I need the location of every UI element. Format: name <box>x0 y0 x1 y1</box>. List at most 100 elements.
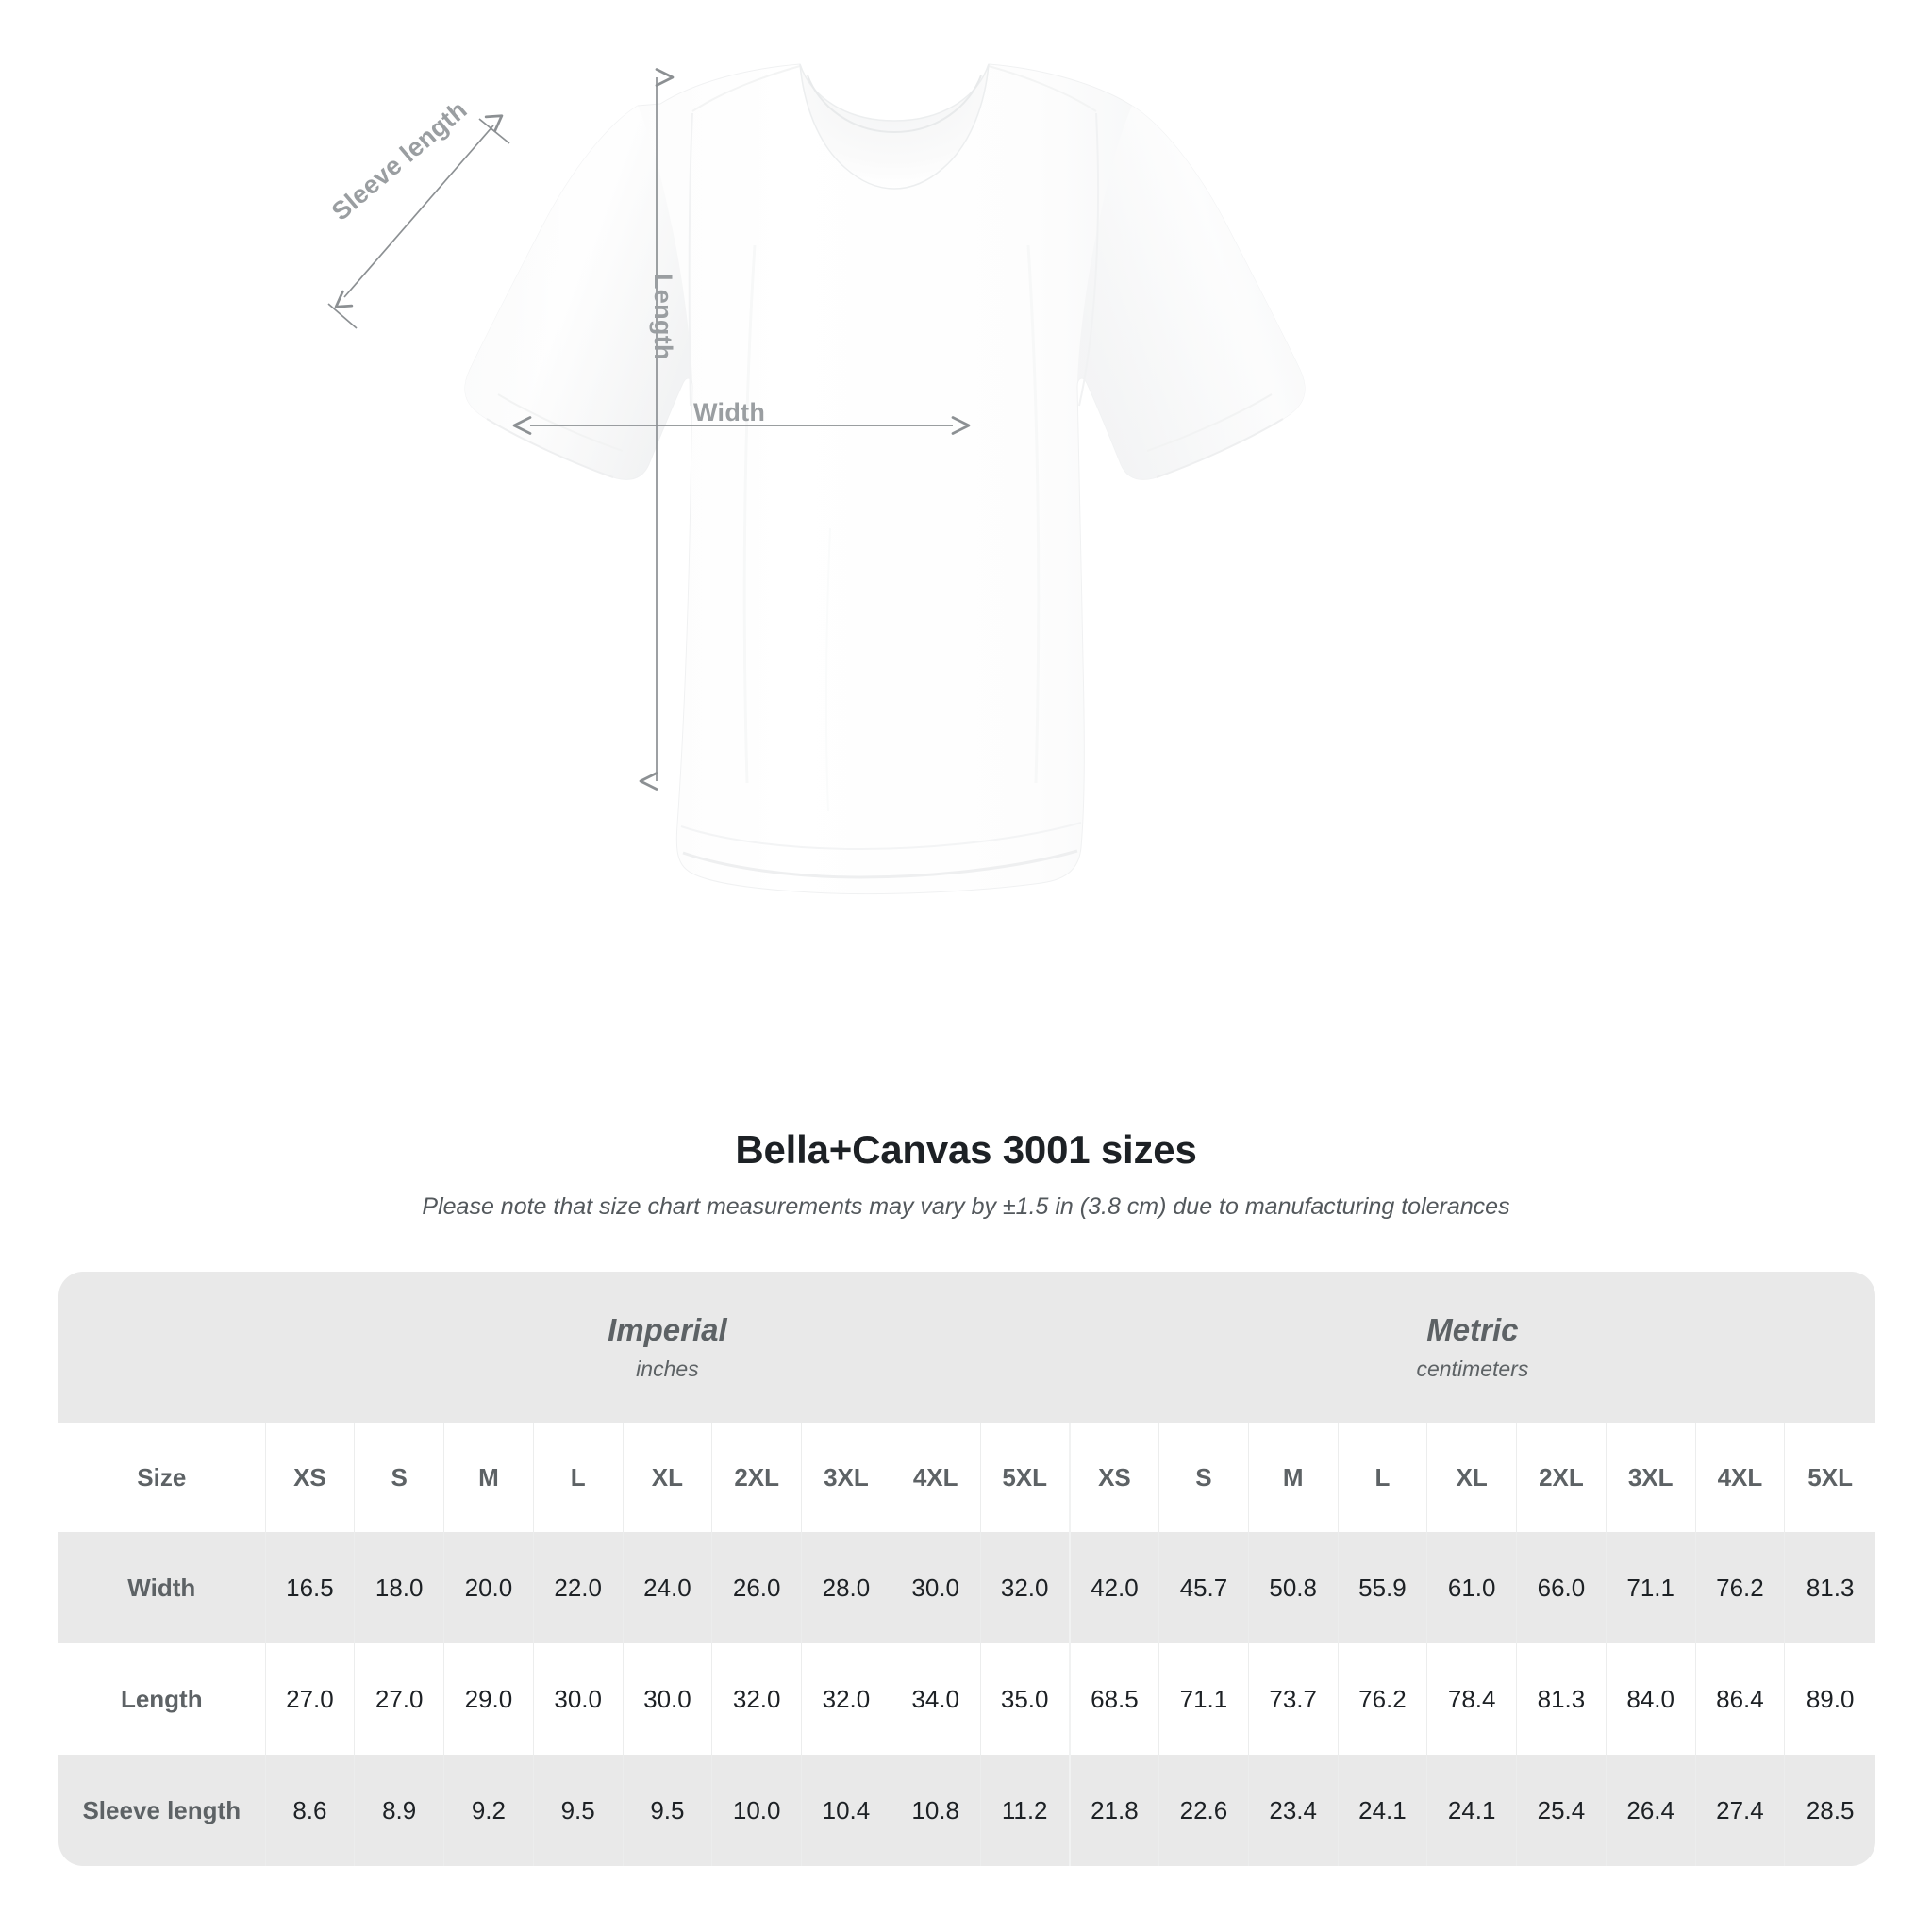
cell-width-imperial: 30.0 <box>890 1532 981 1643</box>
cell-length-imperial: 30.0 <box>622 1643 712 1755</box>
row-label-width: Width <box>58 1532 266 1643</box>
size-header-cell: XS <box>264 1423 355 1532</box>
cell-sleeve-imperial: 9.2 <box>443 1755 534 1866</box>
cell-width-metric: 61.0 <box>1426 1532 1517 1643</box>
size-header-cell: 3XL <box>801 1423 891 1532</box>
tshirt-diagram: Sleeve length Length Width <box>325 63 1306 895</box>
cell-length-metric: 84.0 <box>1605 1643 1696 1755</box>
size-header-cell: XL <box>622 1423 712 1532</box>
cell-width-metric: 45.7 <box>1158 1532 1249 1643</box>
cell-sleeve-metric: 28.5 <box>1784 1755 1875 1866</box>
cell-sleeve-metric: 24.1 <box>1337 1755 1427 1866</box>
size-header-cell: M <box>1247 1423 1339 1532</box>
width-label: Width <box>693 398 766 426</box>
cell-width-metric: 76.2 <box>1694 1532 1785 1643</box>
cell-width-imperial: 18.0 <box>354 1532 444 1643</box>
cell-length-imperial: 27.0 <box>264 1643 355 1755</box>
tolerance-note: Please note that size chart measurements… <box>422 1193 1510 1221</box>
cell-length-metric: 89.0 <box>1784 1643 1875 1755</box>
cell-width-imperial: 26.0 <box>711 1532 802 1643</box>
cell-sleeve-imperial: 10.8 <box>890 1755 981 1866</box>
cell-sleeve-metric: 24.1 <box>1426 1755 1517 1866</box>
cell-sleeve-metric: 22.6 <box>1158 1755 1249 1866</box>
cell-length-metric: 73.7 <box>1247 1643 1339 1755</box>
size-header-cell: L <box>1337 1423 1427 1532</box>
size-header-cell: XS <box>1068 1423 1159 1532</box>
unit-group-metric-name: Metric <box>1426 1311 1519 1347</box>
page-title: Bella+Canvas 3001 sizes <box>735 1127 1197 1172</box>
cell-sleeve-metric: 23.4 <box>1247 1755 1339 1866</box>
cell-length-imperial: 32.0 <box>801 1643 891 1755</box>
measurement-annotations <box>327 68 971 791</box>
cell-length-imperial: 34.0 <box>890 1643 981 1755</box>
cell-sleeve-imperial: 10.4 <box>801 1755 891 1866</box>
unit-group-metric-sub: centimeters <box>1416 1357 1529 1382</box>
cell-sleeve-metric: 21.8 <box>1068 1755 1159 1866</box>
cell-length-metric: 76.2 <box>1337 1643 1427 1755</box>
size-header-cell: 2XL <box>1516 1423 1607 1532</box>
cell-sleeve-imperial: 9.5 <box>622 1755 712 1866</box>
cell-width-imperial: 22.0 <box>532 1532 624 1643</box>
cell-length-imperial: 35.0 <box>979 1643 1070 1755</box>
sleeve-cap-lower <box>327 303 358 329</box>
size-header-cell: 2XL <box>711 1423 802 1532</box>
size-header-cell: 3XL <box>1605 1423 1696 1532</box>
table-row: Sleeve length 8.6 8.9 9.2 9.5 9.5 10.0 1… <box>58 1755 1875 1866</box>
cell-length-imperial: 30.0 <box>532 1643 624 1755</box>
sleeve-cap-upper <box>478 118 510 144</box>
cell-sleeve-metric: 27.4 <box>1694 1755 1785 1866</box>
cell-width-imperial: 28.0 <box>801 1532 891 1643</box>
cell-width-metric: 66.0 <box>1516 1532 1607 1643</box>
cell-length-imperial: 29.0 <box>443 1643 534 1755</box>
cell-length-imperial: 27.0 <box>354 1643 444 1755</box>
cell-width-imperial: 32.0 <box>979 1532 1070 1643</box>
cell-width-metric: 50.8 <box>1247 1532 1339 1643</box>
size-header-label: Size <box>58 1423 266 1532</box>
cell-length-metric: 86.4 <box>1694 1643 1785 1755</box>
cell-sleeve-metric: 26.4 <box>1605 1755 1696 1866</box>
cell-width-metric: 81.3 <box>1784 1532 1875 1643</box>
cell-width-imperial: 24.0 <box>622 1532 712 1643</box>
size-header-row: Size XS S M L XL 2XL 3XL 4XL 5XL XS S M … <box>58 1423 1875 1532</box>
size-table-container: Imperial inches Metric centimeters Size … <box>58 1272 1875 1866</box>
cell-sleeve-imperial: 8.6 <box>264 1755 355 1866</box>
size-header-cell: 4XL <box>890 1423 981 1532</box>
tshirt-body-shape <box>464 63 1306 895</box>
unit-group-imperial-sub: inches <box>636 1357 699 1382</box>
size-header-cell: M <box>443 1423 534 1532</box>
cell-sleeve-imperial: 9.5 <box>532 1755 624 1866</box>
tshirt-illustration <box>327 63 1306 895</box>
size-header-cell: 5XL <box>1784 1423 1875 1532</box>
size-header-cell: XL <box>1426 1423 1517 1532</box>
size-chart-table: Imperial inches Metric centimeters Size … <box>58 1272 1875 1866</box>
size-header-cell: S <box>354 1423 444 1532</box>
cell-sleeve-metric: 25.4 <box>1516 1755 1607 1866</box>
cell-length-metric: 71.1 <box>1158 1643 1249 1755</box>
size-header-cell: 5XL <box>979 1423 1070 1532</box>
unit-group-imperial: Imperial inches <box>265 1272 1070 1423</box>
length-label: Length <box>649 274 677 360</box>
cell-length-imperial: 32.0 <box>711 1643 802 1755</box>
cell-sleeve-imperial: 8.9 <box>354 1755 444 1866</box>
cell-width-metric: 55.9 <box>1337 1532 1427 1643</box>
unit-header-row: Imperial inches Metric centimeters <box>58 1272 1875 1423</box>
unit-group-imperial-name: Imperial <box>608 1311 727 1347</box>
size-header-cell: L <box>532 1423 624 1532</box>
size-header-cell: 4XL <box>1694 1423 1785 1532</box>
table-row: Width 16.5 18.0 20.0 22.0 24.0 26.0 28.0… <box>58 1532 1875 1643</box>
cell-sleeve-imperial: 11.2 <box>979 1755 1070 1866</box>
size-header-cell: S <box>1158 1423 1249 1532</box>
unit-header-blank <box>58 1272 266 1423</box>
cell-width-metric: 42.0 <box>1068 1532 1159 1643</box>
unit-group-metric: Metric centimeters <box>1069 1272 1875 1423</box>
sleeve-length-arrow <box>334 114 504 308</box>
cell-width-imperial: 20.0 <box>443 1532 534 1643</box>
row-label-length: Length <box>58 1643 266 1755</box>
cell-width-metric: 71.1 <box>1605 1532 1696 1643</box>
cell-length-metric: 68.5 <box>1068 1643 1159 1755</box>
cell-length-metric: 81.3 <box>1516 1643 1607 1755</box>
row-label-sleeve-length: Sleeve length <box>58 1755 266 1866</box>
cell-sleeve-imperial: 10.0 <box>711 1755 802 1866</box>
size-chart-header: Bella+Canvas 3001 sizes Please note that… <box>0 1127 1932 1221</box>
cell-width-imperial: 16.5 <box>264 1532 355 1643</box>
